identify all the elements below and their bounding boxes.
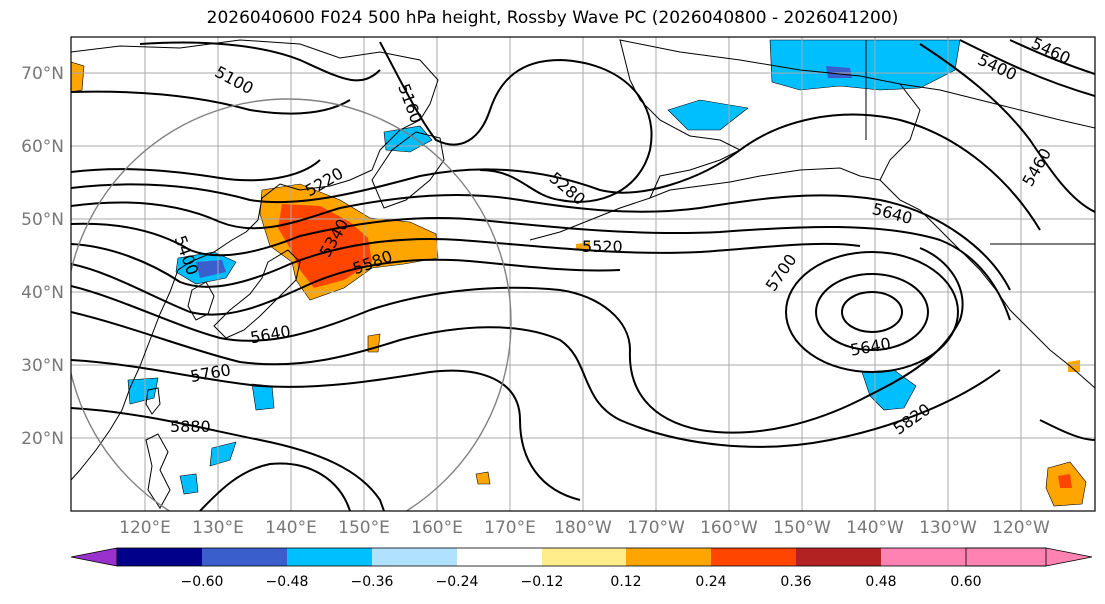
contour-line <box>71 258 621 316</box>
lon-label: 160°W <box>700 518 758 538</box>
lon-label: 160°E <box>411 518 463 538</box>
contour-line <box>71 311 1001 448</box>
contour-line <box>71 159 321 182</box>
positive-anomaly <box>475 471 491 485</box>
contour-line <box>71 113 1041 231</box>
contour-line <box>71 247 964 434</box>
colorbar-extend-low <box>70 547 118 567</box>
lon-label: 180°W <box>554 518 612 538</box>
coastline-taiwan <box>145 387 161 415</box>
colorbar-tick-label: −0.24 <box>436 574 479 590</box>
lon-label: 150°E <box>338 518 390 538</box>
colorbar-tick-label: 0.12 <box>610 574 641 590</box>
colorbar-tick-label: −0.48 <box>266 574 309 590</box>
contour-line <box>379 41 653 203</box>
colorbar-tick-label: 0.48 <box>865 574 896 590</box>
colorbar-segment <box>457 548 542 566</box>
coastline-alaska <box>619 39 921 199</box>
contour-line <box>959 39 1095 97</box>
closed-low-contour <box>815 273 929 351</box>
negative-anomaly <box>127 377 159 405</box>
colorbar-frame <box>116 547 1047 567</box>
colorbar-segment <box>626 548 711 566</box>
colorbar-tick-label: 0.36 <box>780 574 811 590</box>
region-circle <box>71 98 512 511</box>
lat-label: 60°N <box>21 137 64 157</box>
contour-line <box>1039 419 1095 441</box>
map-title: 2026040600 F024 500 hPa height, Rossby W… <box>206 8 899 28</box>
contour-line <box>71 238 861 288</box>
colorbar-tick-label: 0.24 <box>695 574 726 590</box>
lon-label: 120°E <box>119 518 171 538</box>
lat-label: 20°N <box>21 429 64 449</box>
colorbar-tick-label: −0.60 <box>181 574 224 590</box>
contour-line <box>71 216 1011 321</box>
negative-anomaly <box>769 39 961 91</box>
lon-label: 170°E <box>484 518 536 538</box>
contour-line <box>71 90 351 115</box>
positive-anomaly-core <box>1058 474 1072 488</box>
positive-anomaly <box>71 61 85 93</box>
colorbar-segment <box>881 548 966 566</box>
colorbar-segment <box>372 548 457 566</box>
colorbar-tick-label: −0.12 <box>521 574 564 590</box>
contour-line <box>71 359 581 501</box>
latitude-labels: 70°N 60°N 50°N 40°N 30°N 20°N <box>21 64 64 449</box>
colorbar-extend-high <box>965 547 1093 567</box>
coastline-asia <box>71 39 439 481</box>
longitude-labels: 120°E 130°E 140°E 150°E 160°E 170°E 180°… <box>119 518 1050 538</box>
lon-label: 130°E <box>192 518 244 538</box>
colorbar-tick-label: −0.36 <box>351 574 394 590</box>
contour-line <box>199 462 351 511</box>
contour-line <box>139 41 381 82</box>
lon-label: 130°W <box>919 518 977 538</box>
lat-label: 30°N <box>21 356 64 376</box>
coastline-aleutians <box>529 197 651 241</box>
colorbar-tick-label: 0.60 <box>950 574 981 590</box>
coastline-kamchatka <box>371 131 445 209</box>
colorbar-segment <box>202 548 287 566</box>
negative-anomaly <box>251 383 275 411</box>
lat-label: 50°N <box>21 210 64 230</box>
contour-line <box>71 193 1011 291</box>
closed-low-contour <box>841 291 903 333</box>
closed-low-contour <box>785 251 959 373</box>
coastline-japan <box>213 249 301 339</box>
contour-line <box>919 43 1095 213</box>
negative-anomaly <box>179 473 199 495</box>
coastline-philippines <box>145 433 171 509</box>
lat-label: 40°N <box>21 283 64 303</box>
colorbar-segment <box>711 548 796 566</box>
negative-anomaly <box>667 99 749 131</box>
contour-line <box>1009 39 1095 75</box>
lon-label: 150°W <box>773 518 831 538</box>
lon-label: 120°W <box>992 518 1050 538</box>
contour-line <box>71 407 385 511</box>
lon-label: 140°E <box>265 518 317 538</box>
negative-anomaly <box>209 441 237 467</box>
contour-label: 5520 <box>582 237 623 256</box>
colorbar-segment <box>117 548 202 566</box>
colorbar-segment <box>542 548 626 566</box>
map-border <box>70 36 1096 512</box>
positive-anomaly <box>1068 360 1080 372</box>
colorbar-segment <box>796 548 881 566</box>
height-contours <box>71 39 1095 511</box>
positive-anomaly-core <box>278 204 372 288</box>
colorbar: −0.60 −0.48 −0.36 −0.24 −0.12 0.12 0.24 … <box>70 547 1093 590</box>
lat-label: 70°N <box>21 64 64 84</box>
lon-label: 140°W <box>846 518 904 538</box>
colorbar-segment <box>287 548 372 566</box>
lon-label: 170°W <box>627 518 685 538</box>
contour-label: 5880 <box>170 417 211 436</box>
